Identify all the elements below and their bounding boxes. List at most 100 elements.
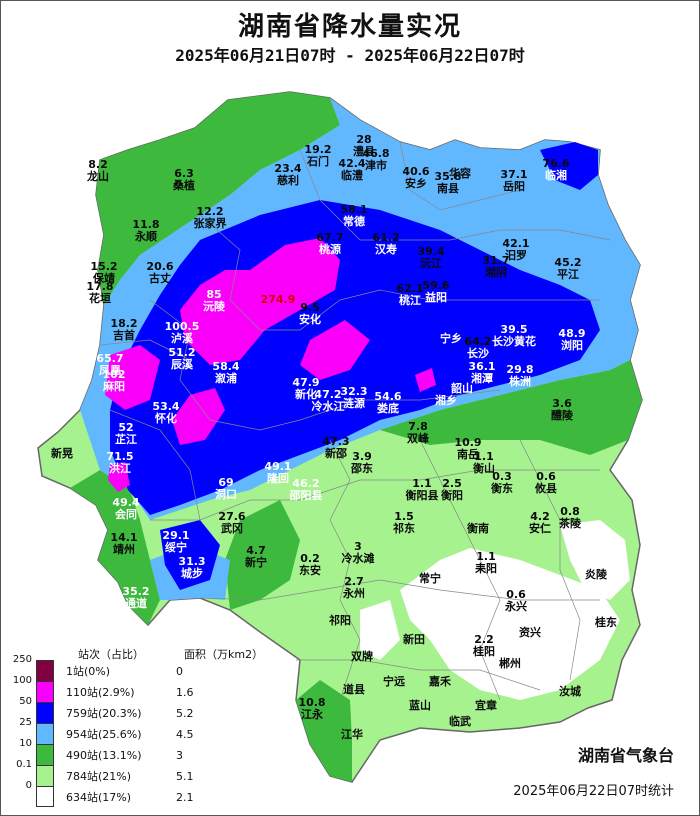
station-value: 1.5 — [394, 510, 414, 523]
map-title: 湖南省降水量实况 — [237, 12, 462, 42]
station-value: 58.1 — [340, 203, 367, 216]
station-name: 通道 — [125, 596, 147, 610]
station-marker: 道县 — [343, 682, 365, 696]
station-marker: 64.2长沙 — [464, 335, 491, 360]
station-marker: 9.5安化 — [299, 301, 321, 326]
station-marker: 常宁 — [419, 571, 441, 585]
station-value: 39.5 — [500, 323, 527, 336]
station-marker: 29.1绥宁 — [162, 529, 189, 554]
station-marker: 20.6古丈 — [146, 260, 173, 285]
station-name: 湘阴 — [485, 265, 507, 279]
legend-area: 1.6 — [176, 686, 194, 699]
county-boundaries — [99, 141, 611, 701]
station-name: 韶山 — [451, 381, 473, 395]
station-name: 蓝山 — [409, 698, 431, 712]
legend-swatch — [36, 681, 54, 702]
station-name: 汉寿 — [375, 242, 397, 256]
rain-zone-100-250 — [172, 388, 225, 445]
station-marker: 2.5衡阳 — [441, 477, 463, 502]
rain-zone-100-250 — [180, 238, 340, 365]
legend-station-count: 634站(17%) — [66, 791, 132, 804]
issue-timestamp: 2025年06月22日07时统计 — [513, 784, 674, 799]
station-marker: 0.6永兴 — [504, 588, 527, 613]
station-name: 吉首 — [113, 328, 135, 342]
station-name: 汝城 — [559, 684, 581, 698]
rain-zone-none — [360, 600, 400, 660]
station-marker: 274.9 — [261, 293, 296, 306]
legend-header: 站次（占比） 面积（万km2） — [78, 646, 263, 662]
legend-level-label: 50 — [19, 696, 32, 707]
station-name: 桂阳 — [472, 644, 495, 658]
station-name: 涟源 — [343, 396, 365, 410]
station-marker: 0.3衡东 — [491, 470, 513, 495]
legend-swatch — [36, 786, 54, 807]
station-marker: 31.3城步 — [178, 555, 205, 580]
legend-area: 5.2 — [176, 707, 194, 720]
station-name: 辰溪 — [171, 357, 194, 371]
legend-station-count: 490站(13.1%) — [66, 749, 142, 762]
station-name: 常德 — [343, 214, 365, 228]
station-marker: 资兴 — [519, 625, 541, 639]
station-marker: 49.4会同 — [112, 496, 139, 521]
station-value: 274.9 — [261, 293, 296, 306]
station-name: 永州 — [342, 586, 365, 600]
station-value: 6.3 — [174, 167, 194, 180]
station-name: 衡山 — [473, 461, 495, 475]
station-name: 慈利 — [277, 173, 299, 187]
station-value: 4.2 — [530, 510, 550, 523]
legend-swatch — [36, 660, 54, 681]
legend-row: 490站(13.1%) 3 — [66, 747, 183, 763]
rain-zone-50-100 — [160, 520, 220, 590]
station-name: 南岳 — [457, 447, 479, 461]
station-name: 常宁 — [419, 571, 441, 585]
station-marker: 4.7新宁 — [245, 544, 267, 569]
station-marker: 32.3涟源 — [340, 385, 367, 410]
legend-level-label: 0.1 — [16, 759, 32, 770]
station-marker: 53.4怀化 — [152, 400, 179, 425]
legend-station-count: 759站(20.3%) — [66, 707, 142, 720]
rain-zone-100-250 — [300, 320, 370, 380]
station-value: 51.2 — [168, 346, 195, 359]
station-name: 祁阳 — [329, 613, 351, 627]
station-marker: 62.1桃江 — [396, 282, 423, 307]
legend-row: 954站(25.6%) 4.5 — [66, 726, 194, 742]
station-name: 宁远 — [383, 674, 405, 688]
station-marker: 48.9浏阳 — [558, 327, 585, 352]
station-name: 东安 — [299, 563, 321, 577]
station-value: 42.4 — [338, 157, 365, 170]
rain-zone-50-100 — [540, 142, 598, 190]
station-name: 临武 — [449, 714, 471, 728]
station-value: 3 — [354, 540, 362, 553]
station-value: 58.4 — [212, 360, 239, 373]
rain-zone-none — [400, 548, 620, 700]
station-name: 桃源 — [319, 242, 341, 256]
station-value: 0.6 — [506, 588, 526, 601]
station-marker: 31.7湘阴 — [482, 254, 509, 279]
station-name: 永顺 — [134, 229, 157, 243]
legend-level-label: 25 — [19, 717, 32, 728]
station-value: 62.1 — [396, 282, 423, 295]
station-value: 54.6 — [374, 390, 401, 403]
station-name: 安化 — [299, 312, 321, 326]
station-marker: 宁乡 — [440, 331, 462, 345]
station-marker: 4.2安仁 — [529, 510, 551, 535]
station-marker: 47.9新化 — [292, 376, 319, 401]
station-marker: 宁远 — [383, 674, 405, 688]
rain-zone-10-25 — [225, 500, 300, 610]
station-value: 61.2 — [372, 231, 399, 244]
station-value: 42.1 — [502, 237, 529, 250]
station-marker: 1.1衡山 — [473, 450, 495, 475]
station-marker: 35.8南县 — [434, 170, 461, 195]
station-marker: 宜章 — [475, 698, 497, 712]
legend-level-label: 0 — [25, 780, 32, 791]
legend-color-bar — [36, 660, 54, 807]
station-value: 47.2 — [314, 388, 341, 401]
station-value: 9.5 — [300, 301, 320, 314]
station-name: 双峰 — [407, 431, 430, 445]
station-marker: 47.3新邵 — [322, 435, 349, 460]
